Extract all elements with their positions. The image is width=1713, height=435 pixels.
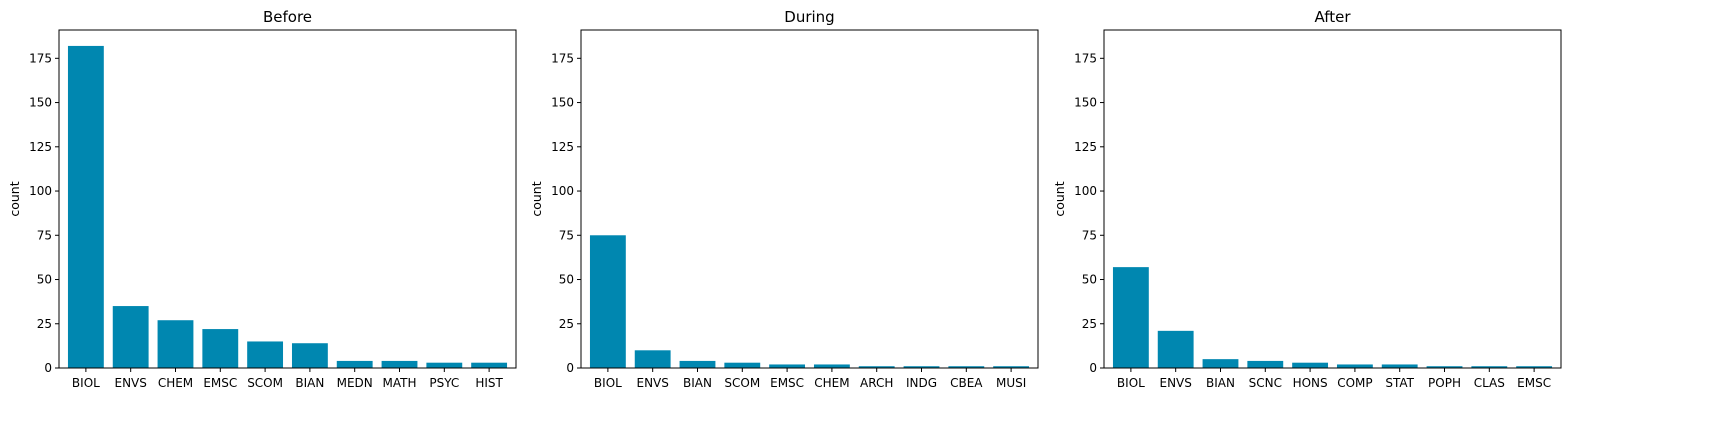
y-tick-label: 175 bbox=[29, 51, 52, 65]
y-tick-label: 25 bbox=[37, 317, 52, 331]
bar-biol bbox=[589, 235, 626, 368]
x-tick-label: EMSC bbox=[1517, 376, 1551, 390]
y-tick-label: 0 bbox=[1089, 361, 1097, 375]
y-tick-label: 125 bbox=[29, 140, 52, 154]
bar-scom bbox=[247, 341, 284, 368]
chart-title: During bbox=[784, 8, 834, 26]
plot-frame bbox=[1103, 29, 1562, 369]
y-axis-label: count bbox=[529, 181, 544, 216]
bar-musi bbox=[993, 366, 1030, 368]
bar-emsc bbox=[769, 364, 806, 368]
x-tick-label: SCNC bbox=[1249, 376, 1282, 390]
x-tick-label: PSYC bbox=[429, 376, 459, 390]
y-axis-label: count bbox=[1052, 181, 1067, 216]
bar-cbea bbox=[948, 366, 985, 368]
x-tick-label: BIAN bbox=[683, 376, 712, 390]
x-tick-label: BIOL bbox=[72, 376, 100, 390]
bar-emsc bbox=[202, 329, 239, 368]
x-tick-label: HONS bbox=[1293, 376, 1328, 390]
x-tick-label: MUSI bbox=[996, 376, 1026, 390]
x-tick-label: STAT bbox=[1385, 376, 1414, 390]
bar-clas bbox=[1471, 366, 1508, 368]
chart-title: Before bbox=[263, 8, 312, 26]
y-tick-label: 150 bbox=[551, 96, 574, 110]
y-tick-label: 50 bbox=[1082, 273, 1097, 287]
y-tick-label: 150 bbox=[1074, 96, 1097, 110]
bar-scom bbox=[724, 362, 761, 368]
x-tick-label: CBEA bbox=[950, 376, 983, 390]
y-tick-label: 100 bbox=[1074, 184, 1097, 198]
bar-chem bbox=[157, 320, 194, 368]
x-tick-label: ENVS bbox=[1159, 376, 1191, 390]
bar-envs bbox=[634, 350, 671, 368]
x-tick-label: MATH bbox=[383, 376, 417, 390]
x-tick-label: POPH bbox=[1428, 376, 1461, 390]
x-tick-label: SCOM bbox=[247, 376, 283, 390]
chart-title: After bbox=[1314, 8, 1351, 26]
y-tick-label: 175 bbox=[551, 51, 574, 65]
bar-stat bbox=[1381, 364, 1418, 368]
y-tick-label: 25 bbox=[1082, 317, 1097, 331]
x-tick-label: ENVS bbox=[114, 376, 146, 390]
x-tick-label: BIOL bbox=[1117, 376, 1145, 390]
y-tick-label: 25 bbox=[559, 317, 574, 331]
y-tick-label: 100 bbox=[29, 184, 52, 198]
y-tick-label: 125 bbox=[1074, 140, 1097, 154]
bar-bian bbox=[291, 343, 328, 368]
x-tick-label: EMSC bbox=[770, 376, 804, 390]
bar-biol bbox=[67, 45, 104, 369]
y-tick-label: 75 bbox=[559, 228, 574, 242]
bar-envs bbox=[1157, 330, 1194, 368]
bar-bian bbox=[679, 360, 716, 368]
x-tick-label: SCOM bbox=[724, 376, 760, 390]
x-tick-label: EMSC bbox=[203, 376, 237, 390]
x-tick-label: ENVS bbox=[636, 376, 668, 390]
y-tick-label: 125 bbox=[551, 140, 574, 154]
y-axis-label: count bbox=[7, 181, 22, 216]
y-tick-label: 50 bbox=[559, 273, 574, 287]
plot-frame bbox=[580, 29, 1039, 369]
x-tick-label: MEDN bbox=[337, 376, 373, 390]
x-tick-label: BIAN bbox=[295, 376, 324, 390]
bar-comp bbox=[1336, 364, 1373, 368]
y-tick-label: 75 bbox=[37, 228, 52, 242]
bar-bian bbox=[1202, 359, 1239, 368]
chart-panel-during: BIOL ENVS BIAN SCOM EMSC CHEM ARCH INDG CBEA MUSI… bbox=[529, 8, 1039, 390]
bar-math bbox=[381, 360, 418, 368]
y-tick-label: 0 bbox=[566, 361, 574, 375]
x-tick-label: BIAN bbox=[1206, 376, 1235, 390]
y-tick-label: 150 bbox=[29, 96, 52, 110]
y-tick-label: 175 bbox=[1074, 51, 1097, 65]
y-tick-label: 100 bbox=[551, 184, 574, 198]
bar-scnc bbox=[1247, 360, 1284, 368]
chart-panel-before: BIOL ENVS CHEM EMSC SCOM BIAN MEDN MATH PSYC HIST… bbox=[7, 8, 517, 390]
bar-hons bbox=[1292, 362, 1329, 368]
plot-frame bbox=[58, 29, 517, 369]
bar-biol bbox=[1112, 267, 1149, 368]
bar-medn bbox=[336, 360, 373, 368]
x-tick-label: CHEM bbox=[814, 376, 849, 390]
x-tick-label: COMP bbox=[1337, 376, 1372, 390]
x-tick-label: CLAS bbox=[1474, 376, 1505, 390]
y-tick-label: 75 bbox=[1082, 228, 1097, 242]
bar-hist bbox=[471, 362, 508, 368]
bar-psyc bbox=[426, 362, 463, 368]
y-tick-label: 50 bbox=[37, 273, 52, 287]
bar-arch bbox=[858, 366, 895, 368]
x-tick-label: BIOL bbox=[594, 376, 622, 390]
x-tick-label: CHEM bbox=[158, 376, 193, 390]
x-tick-label: ARCH bbox=[860, 376, 893, 390]
bar-envs bbox=[112, 306, 149, 368]
y-tick-label: 0 bbox=[44, 361, 52, 375]
bar-indg bbox=[903, 366, 940, 368]
bar-emsc bbox=[1516, 366, 1553, 368]
bar-poph bbox=[1426, 366, 1463, 368]
x-tick-label: HIST bbox=[475, 376, 503, 390]
bar-chem bbox=[813, 364, 850, 368]
x-tick-label: INDG bbox=[906, 376, 937, 390]
chart-panel-after: BIOL ENVS BIAN SCNC HONS COMP STAT POPH CLAS EMSC… bbox=[1052, 8, 1562, 390]
